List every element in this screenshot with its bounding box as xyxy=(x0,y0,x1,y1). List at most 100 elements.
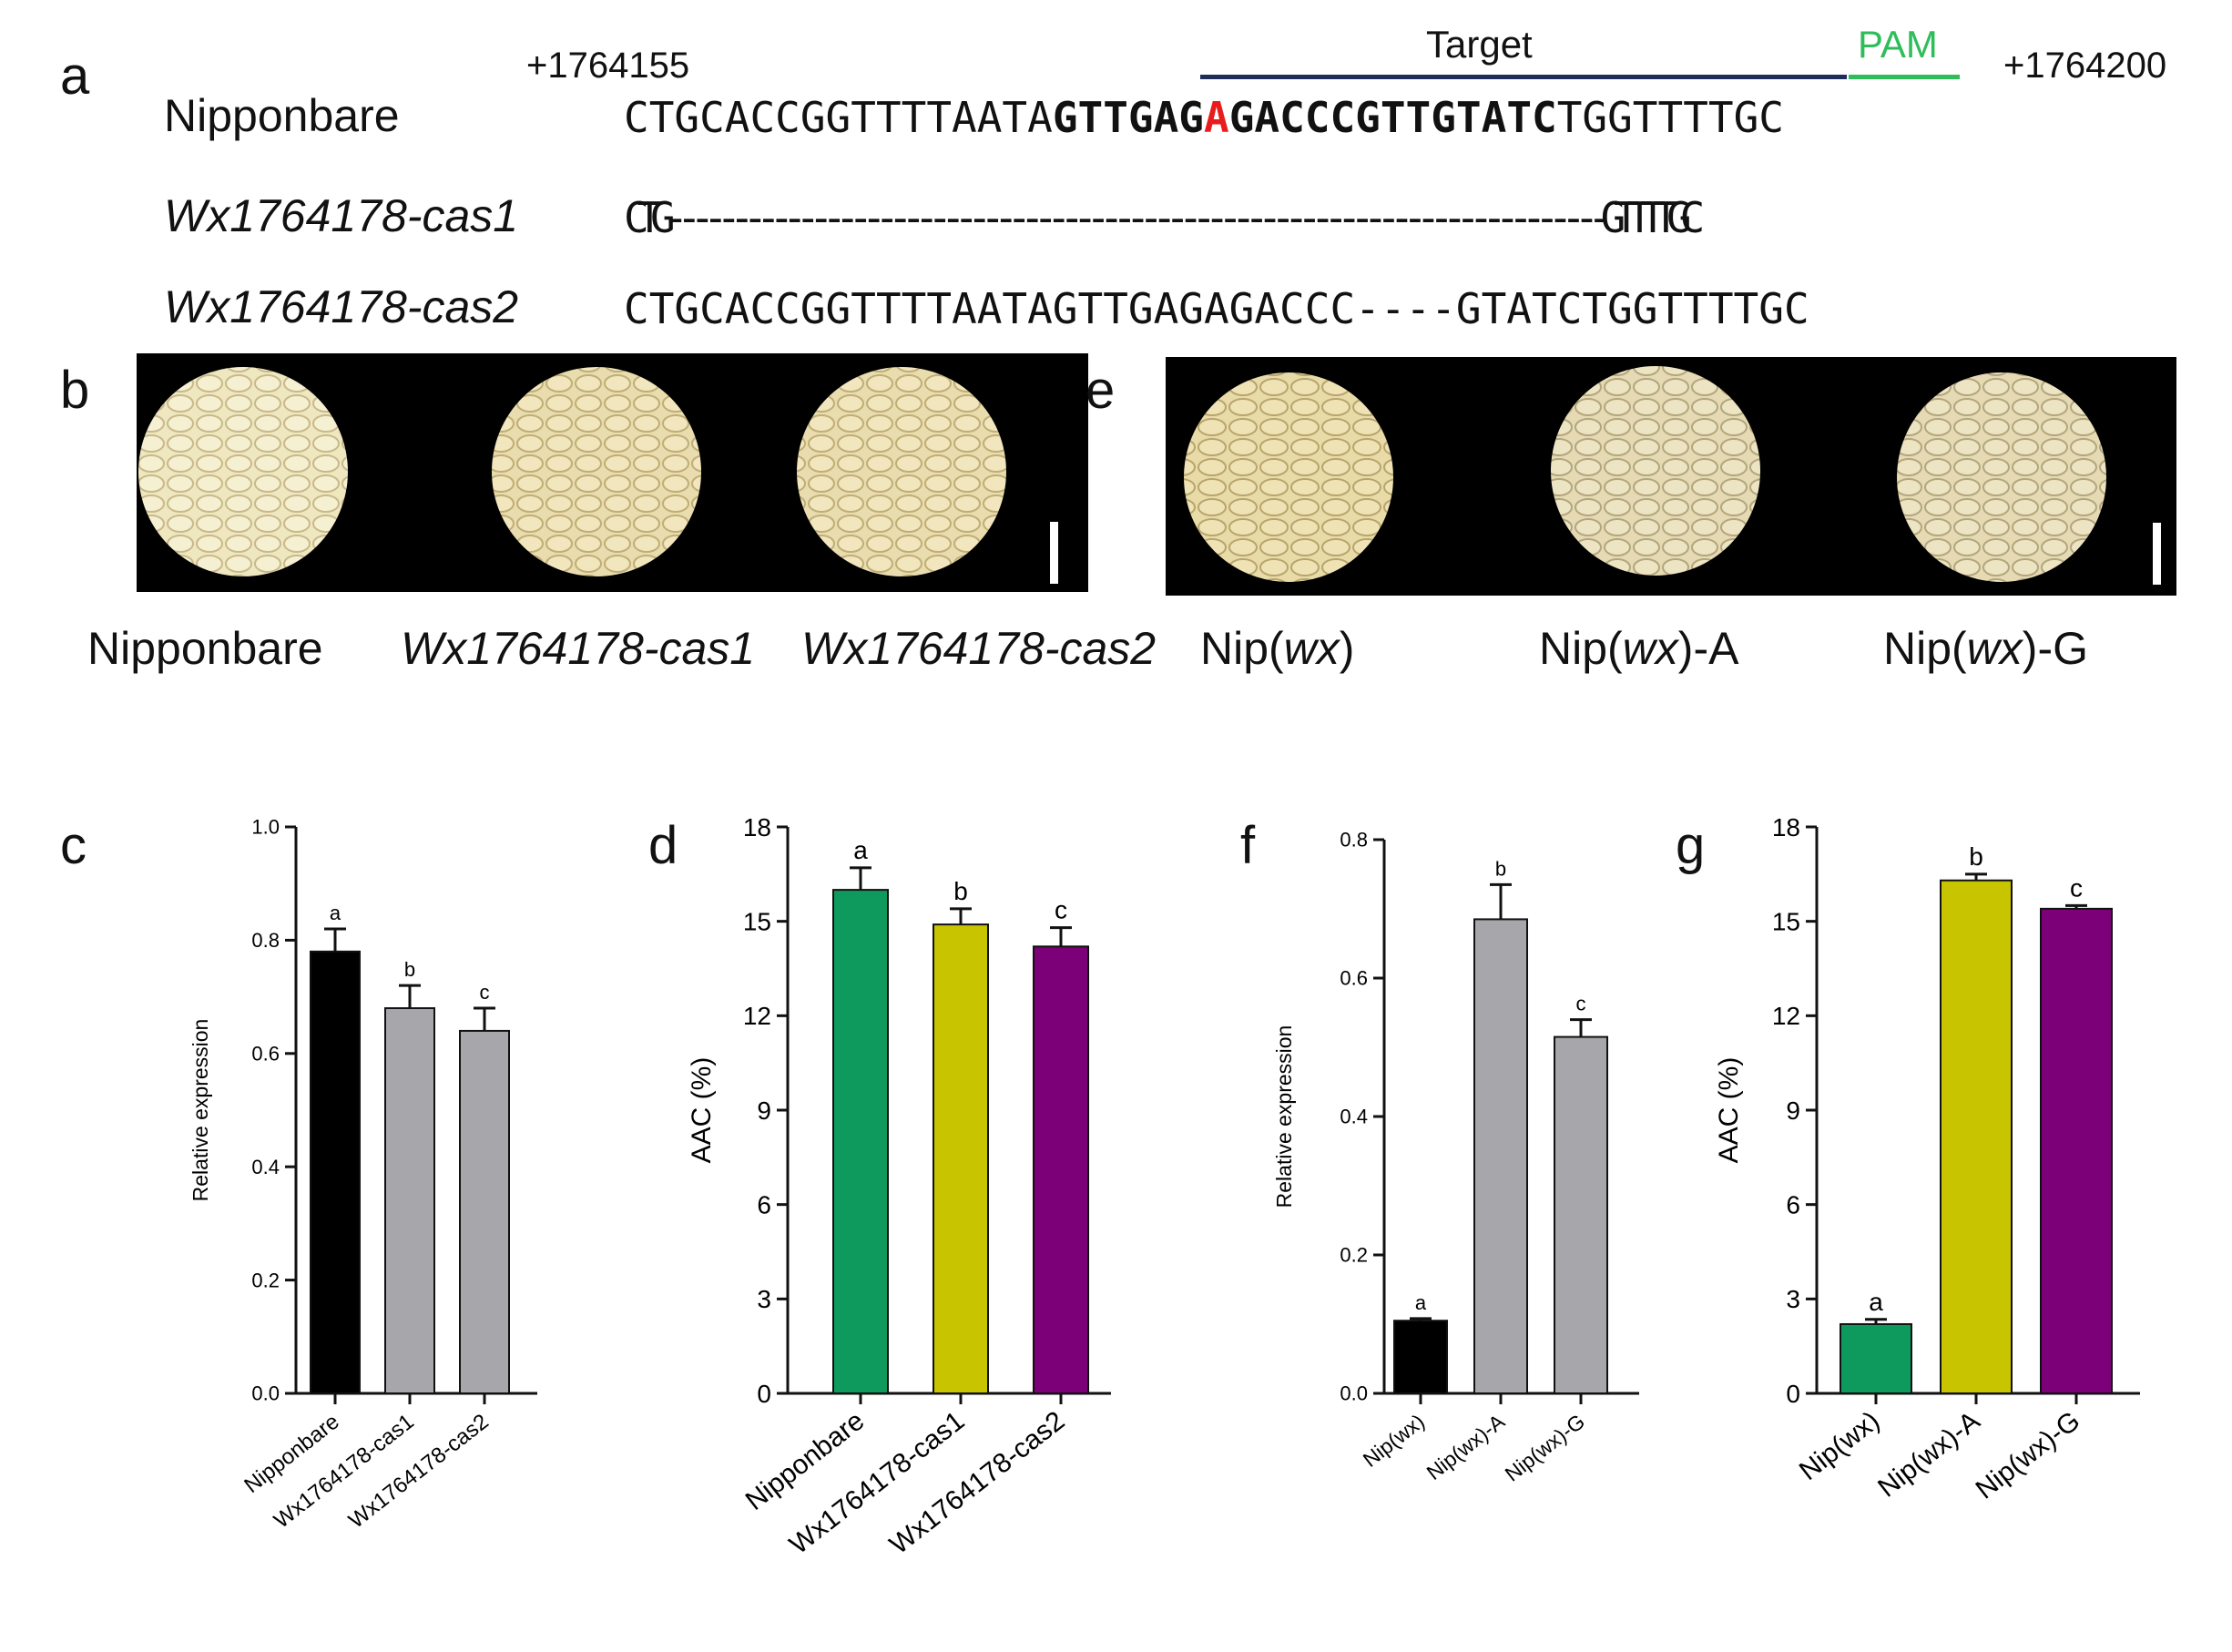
caption-nipwx-g-post: )-G xyxy=(2022,623,2088,674)
y-tick-label: 0.0 xyxy=(251,1382,280,1405)
significance-letter: b xyxy=(1495,857,1506,880)
bar xyxy=(1393,1320,1448,1395)
panel-label-g: g xyxy=(1676,816,1706,875)
position-end: +1764200 xyxy=(2003,46,2167,86)
bar xyxy=(384,1007,435,1394)
y-tick-label: 0.0 xyxy=(1340,1382,1368,1405)
pam-label: PAM xyxy=(1858,23,1938,66)
y-tick-label: 6 xyxy=(1786,1190,1800,1219)
bar xyxy=(310,950,361,1394)
caption-nipwx-g-it: wx xyxy=(1966,623,2023,674)
significance-letter: b xyxy=(404,958,415,981)
x-category-label: Nip(wx)-G xyxy=(1971,1406,2086,1505)
y-tick-label: 15 xyxy=(1772,907,1800,935)
caption-nipwx-a-post: )-A xyxy=(1677,623,1739,674)
y-tick-label: 0.2 xyxy=(1340,1244,1368,1267)
y-tick-label: 0 xyxy=(757,1380,771,1408)
y-tick-label: 0.6 xyxy=(1340,967,1368,990)
seq-row-name-cas1: Wx1764178-cas1 xyxy=(164,190,519,241)
x-category-label: Nip(wx)-A xyxy=(1872,1406,1985,1504)
target-underline xyxy=(1200,75,1847,79)
significance-letter: a xyxy=(853,836,868,864)
seq-nipponbare-pre: CTGCACCGGTTTTAATA xyxy=(624,93,1053,142)
grain-photo-e xyxy=(1166,357,2176,596)
y-tick-label: 9 xyxy=(757,1096,771,1125)
seq-row-name-nipponbare: Nipponbare xyxy=(164,90,400,141)
panel-label-d: d xyxy=(648,816,678,875)
caption-nipwx-g: Nip(wx)-G xyxy=(1883,622,2088,675)
bar xyxy=(1033,945,1089,1395)
significance-letter: b xyxy=(1969,842,1983,871)
y-axis-label: AAC (%) xyxy=(687,1057,717,1164)
significance-letter: c xyxy=(1576,993,1586,1015)
chart-f-relative-expression: 0.0 0.2 0.4 0.6 0.8 Relative expression a Nip(w… xyxy=(1272,829,1639,1486)
caption-nipwx-a-it: wx xyxy=(1622,623,1678,674)
panel-label-a: a xyxy=(60,46,90,106)
significance-letter: c xyxy=(480,981,490,1004)
significance-letter: a xyxy=(1869,1288,1883,1316)
grain-photo-b-graphic xyxy=(138,367,1006,576)
panel-label-f: f xyxy=(1240,816,1256,875)
y-tick-label: 6 xyxy=(757,1190,771,1219)
bar xyxy=(2040,907,2113,1395)
seq-row-name-cas2: Wx1764178-cas2 xyxy=(164,281,519,332)
y-tick-label: 9 xyxy=(1786,1096,1800,1125)
y-tick-label: 18 xyxy=(743,813,771,841)
y-tick-label: 3 xyxy=(757,1285,771,1313)
significance-letter: c xyxy=(2070,873,2083,902)
x-category-label: Nip(wx)-G xyxy=(1501,1409,1590,1485)
grain-pile-nipwx xyxy=(1184,372,1393,582)
significance-letter: b xyxy=(953,877,968,905)
scale-bar-e xyxy=(2153,523,2161,585)
caption-nipwx-post: ) xyxy=(1339,623,1355,674)
position-start: +1764155 xyxy=(526,46,690,86)
y-axis-label: Relative expression xyxy=(189,1019,212,1202)
x-category-label: Wx1764178-cas1 xyxy=(784,1406,970,1561)
x-category-label: Wx1764178-cas2 xyxy=(344,1409,494,1533)
y-axis-label: Relative expression xyxy=(1272,1025,1296,1208)
caption-nipwx-a: Nip(wx)-A xyxy=(1539,622,1738,675)
y-tick-label: 0.2 xyxy=(251,1269,280,1291)
seq-cas2: CTGCACCGGTTTTAATAGTTGAGAGACCC----GTATCTG… xyxy=(624,284,1809,333)
caption-cas2: Wx1764178-cas2 xyxy=(801,623,1157,674)
significance-letter: a xyxy=(330,902,341,924)
bar xyxy=(933,923,989,1395)
y-tick-label: 0.8 xyxy=(1340,829,1368,851)
seq-cas1: CTG-------------------------------------… xyxy=(624,193,1705,242)
caption-nipwx: Nip(wx) xyxy=(1200,622,1354,675)
grain-pile-cas2 xyxy=(797,367,1006,576)
caption-nipponbare: Nipponbare xyxy=(87,623,323,674)
bar xyxy=(832,889,889,1395)
grain-pile-nipponbare xyxy=(138,367,348,576)
x-category-label: Wx1764178-cas2 xyxy=(884,1406,1070,1561)
caption-nipwx-it: wx xyxy=(1283,623,1340,674)
scale-bar-b xyxy=(1050,522,1058,584)
bar xyxy=(1940,879,2013,1394)
grain-photo-e-graphic xyxy=(1184,366,2106,582)
bar xyxy=(1840,1322,1912,1395)
x-category-label: Nip(wx) xyxy=(1794,1406,1885,1487)
y-axis-label: AAC (%) xyxy=(1714,1057,1744,1164)
caption-nipwx-a-pre: Nip( xyxy=(1539,623,1623,674)
y-tick-label: 1.0 xyxy=(251,816,280,839)
x-category-label: Nip(wx) xyxy=(1359,1409,1429,1471)
y-tick-label: 0.4 xyxy=(1340,1106,1368,1128)
y-tick-label: 12 xyxy=(743,1002,771,1030)
seq-nipponbare: CTGCACCGGTTTTAATAGTTGAGAGACCCGTTGTATCTGG… xyxy=(624,93,1784,142)
caption-nipwx-g-pre: Nip( xyxy=(1883,623,1967,674)
y-tick-label: 0.6 xyxy=(251,1043,280,1066)
grain-pile-cas1 xyxy=(492,367,701,576)
bar xyxy=(1554,1035,1608,1394)
grain-pile-nipwx-a xyxy=(1551,366,1760,576)
pam-underline xyxy=(1849,75,1960,79)
chart-g-aac: 0 3 6 9 12 15 18 AAC (%) a Nip(wx) b Nip(wx)-A c Nip(… xyxy=(1714,813,2140,1505)
seq-nipponbare-target-1: GTTGAG xyxy=(1052,93,1204,142)
x-category-label: Nip(wx)-A xyxy=(1422,1409,1510,1484)
target-label: Target xyxy=(1426,23,1533,66)
grain-pile-nipwx-g xyxy=(1897,372,2106,582)
y-tick-label: 0.4 xyxy=(251,1156,280,1178)
seq-nipponbare-post: TGGTTTTGC xyxy=(1556,93,1784,142)
y-tick-label: 15 xyxy=(743,907,771,935)
seq-nipponbare-target-2: GACCCGTTGTATC xyxy=(1228,93,1557,142)
